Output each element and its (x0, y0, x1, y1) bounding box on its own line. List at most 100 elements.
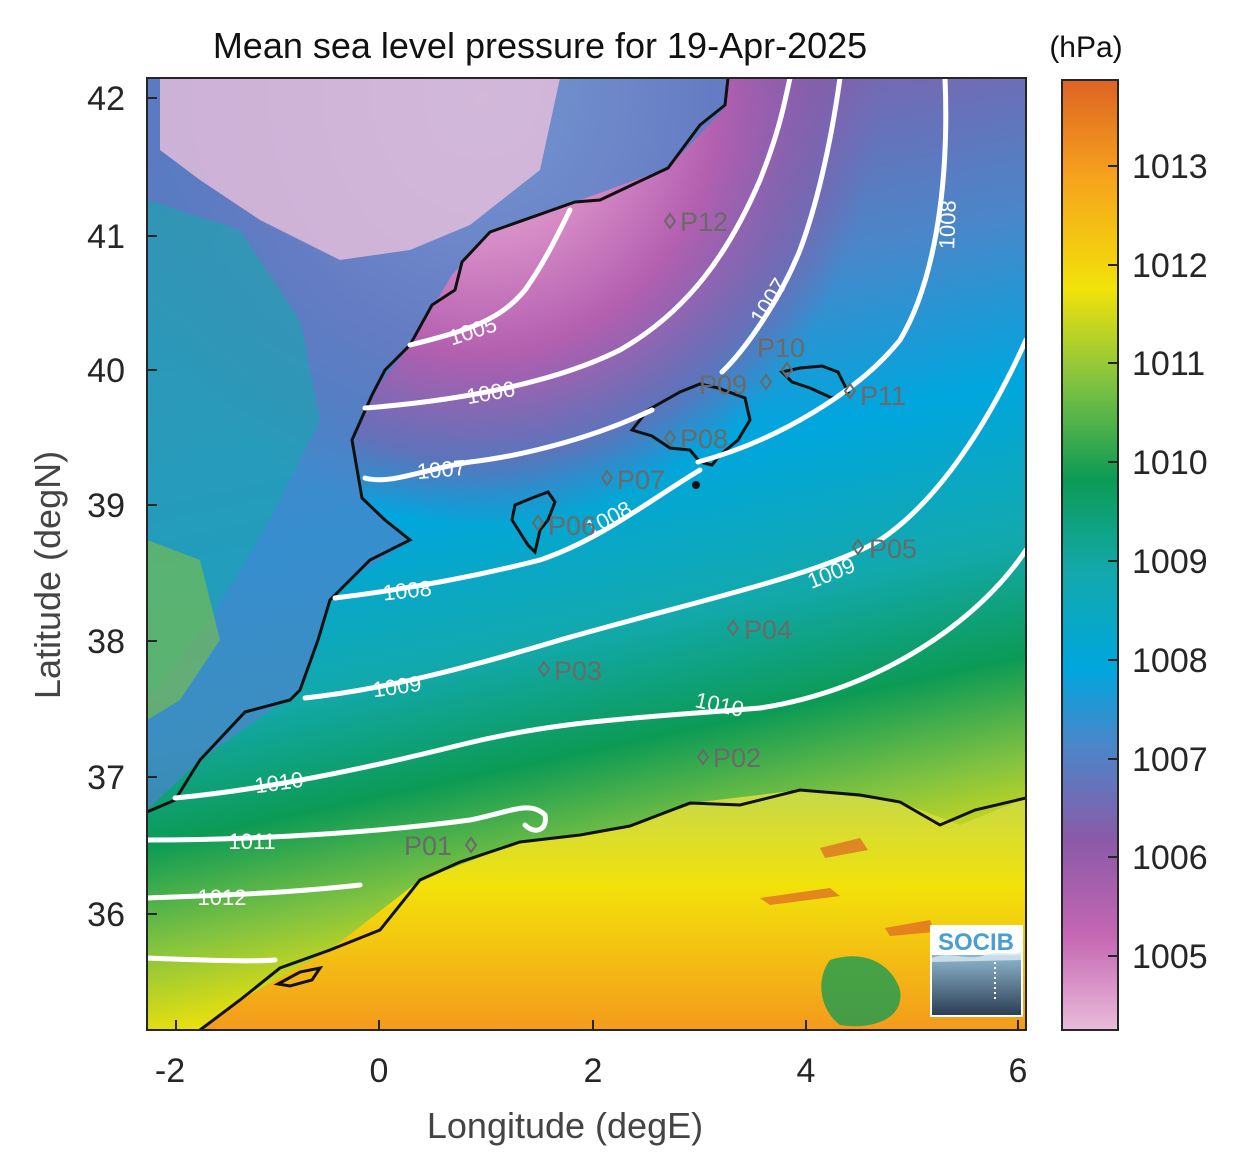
colorbar-tick-label: 1012 (1132, 247, 1208, 285)
y-tick-label: 37 (87, 759, 125, 797)
y-tick-label: 38 (87, 623, 125, 661)
isobar-1010 (172, 547, 1026, 801)
x-tick-label: 6 (1009, 1052, 1028, 1090)
station-marker-icon (843, 382, 857, 400)
atlas-ridge (760, 838, 935, 936)
y-tick-label: 36 (87, 896, 125, 934)
y-tick-label: 41 (87, 218, 125, 256)
isobar-1013 (147, 955, 278, 964)
x-tick-label: 2 (584, 1052, 603, 1090)
coastlines (147, 78, 1026, 1030)
logo-image (932, 955, 1021, 1015)
isobar-1009 (302, 337, 1026, 701)
contour-label: 1008 (382, 576, 433, 606)
station-label: P03 (554, 656, 602, 686)
x-axis-label: Longitude (degE) (427, 1105, 703, 1146)
ibiza-coast (510, 490, 557, 555)
x-tick-label: 4 (797, 1052, 816, 1090)
y-tick-label: 40 (87, 352, 125, 390)
logo-text: SOCIB (938, 929, 1014, 956)
colorbar-tick-label: 1007 (1132, 741, 1208, 779)
station-label: P08 (680, 424, 728, 454)
spain-south-field (147, 540, 220, 720)
x-tick-label: -2 (155, 1052, 185, 1090)
station-marker-icon (464, 836, 478, 854)
colorbar-tick-label: 1013 (1132, 148, 1208, 186)
station-p08: P08 (663, 424, 728, 454)
map-frame (146, 77, 1027, 1031)
station-marker-icon (600, 469, 614, 487)
station-label: P11 (860, 381, 906, 411)
station-marker-icon (696, 748, 710, 766)
pyrenees-low-area (160, 78, 560, 260)
contour-label: 1012 (198, 885, 247, 910)
reference-dot (692, 481, 700, 489)
colorbar-unit: (hPa) (1049, 31, 1122, 64)
isobar-1007-west (362, 407, 655, 483)
isobar-1011 (147, 805, 548, 843)
station-label: P10 (757, 333, 805, 363)
contour-label: 1011 (228, 829, 275, 854)
station-p12: P12 (663, 207, 728, 237)
y-axis-ticks (147, 97, 157, 915)
station-marker-icon (780, 361, 794, 379)
isobar-labels: 1005 1006 1007 1007 1008 1008 1008 1009 … (198, 200, 961, 910)
station-label: P07 (617, 465, 665, 495)
stations: P01 P02 P03 P04 P05 P06 (404, 207, 917, 861)
station-marker-icon (663, 429, 677, 447)
x-tick-labels: -2 0 2 4 6 (155, 1052, 1028, 1090)
isobar-1012 (147, 882, 363, 901)
isobar-1005 (407, 207, 573, 348)
station-p10: P10 (757, 333, 805, 379)
x-tick-label: 0 (370, 1052, 389, 1090)
station-label: P09 (699, 370, 747, 400)
station-p05: P05 (851, 534, 917, 564)
atlas-green (821, 956, 901, 1027)
station-p07: P07 (600, 465, 665, 495)
colorbar: (hPa) 1013 1012 1011 1010 1009 1008 1007… (1049, 31, 1208, 1031)
y-tick-label: 42 (87, 80, 125, 118)
colorbar-ticks (1108, 165, 1118, 957)
station-p01: P01 (404, 831, 478, 861)
y-tick-labels: 42 41 40 39 38 37 36 (87, 80, 125, 934)
africa-coastline (199, 788, 1026, 1030)
colorbar-tick-label: 1008 (1132, 642, 1208, 680)
y-tick-label: 39 (87, 487, 125, 525)
alboran-islet (273, 965, 324, 988)
station-label: P12 (680, 207, 728, 237)
colorbar-gradient (1061, 79, 1119, 1031)
isobar-1008-north (695, 78, 949, 465)
colorbar-tick-label: 1005 (1132, 938, 1208, 976)
isobar-1008-south (332, 467, 703, 601)
x-axis-ticks (175, 1020, 1019, 1030)
station-label: P02 (713, 743, 761, 773)
station-marker-icon (759, 373, 773, 391)
station-p03: P03 (537, 656, 602, 686)
station-p11: P11 (843, 381, 906, 411)
map-panel: 1005 1006 1007 1007 1008 1008 1008 1009 … (147, 78, 1026, 1030)
colorbar-tick-label: 1011 (1132, 345, 1205, 383)
station-marker-icon (851, 538, 865, 556)
colorbar-tick-label: 1010 (1132, 444, 1208, 482)
y-axis-label: Latitude (degN) (27, 451, 68, 699)
station-label: P04 (744, 615, 792, 645)
station-p02: P02 (696, 743, 761, 773)
station-label: P06 (548, 511, 596, 541)
station-p09: P09 (699, 370, 773, 400)
colorbar-tick-label: 1009 (1132, 543, 1208, 581)
iberia-coastline (147, 78, 730, 814)
isobars (147, 78, 1026, 964)
contour-label: 1007 (416, 455, 467, 484)
chart-title: Mean sea level pressure for 19-Apr-2025 (213, 25, 867, 66)
station-label: P05 (869, 534, 917, 564)
station-marker-icon (531, 514, 545, 532)
station-marker-icon (726, 619, 740, 637)
station-p06: P06 (531, 511, 596, 541)
station-marker-icon (537, 660, 551, 678)
isobar-1006 (362, 78, 793, 411)
logo-wave-icon (932, 952, 1021, 962)
iberia-land (147, 78, 728, 810)
station-p04: P04 (726, 615, 792, 645)
station-label: P01 (404, 831, 452, 861)
